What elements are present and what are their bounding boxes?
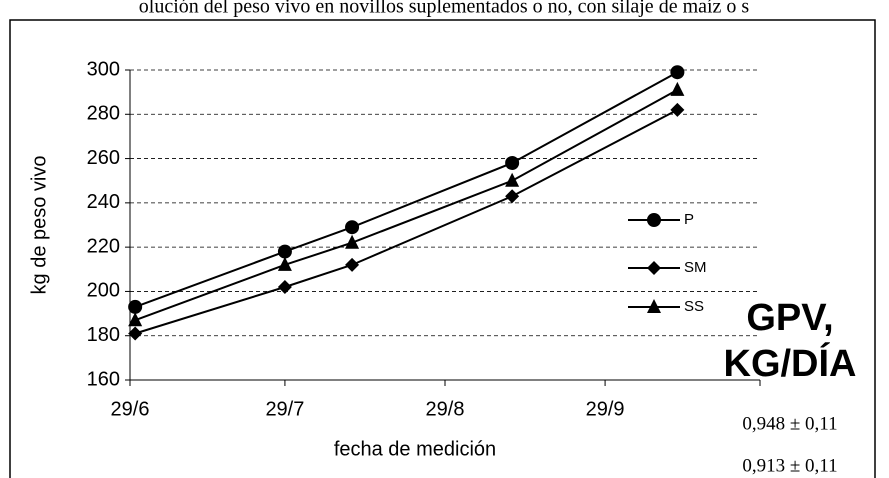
side-title: GPV, bbox=[746, 297, 833, 339]
chart-border bbox=[9, 19, 876, 478]
y-tick-label: 280 bbox=[87, 103, 120, 125]
legend-marker bbox=[647, 299, 661, 313]
marker bbox=[505, 189, 520, 204]
marker bbox=[277, 244, 292, 259]
x-tick-label: 29/6 bbox=[111, 398, 150, 420]
legend-label: SM bbox=[684, 259, 707, 276]
side-value: 0,913 ± 0,11 bbox=[742, 455, 837, 476]
marker bbox=[505, 172, 520, 187]
marker bbox=[345, 220, 360, 235]
marker bbox=[128, 299, 143, 314]
side-value: 0,948 ± 0,11 bbox=[742, 413, 837, 434]
marker bbox=[670, 81, 685, 96]
marker bbox=[128, 326, 143, 341]
legend-label: SS bbox=[684, 298, 704, 315]
marker bbox=[128, 312, 143, 327]
y-tick-label: 240 bbox=[87, 191, 120, 213]
marker bbox=[670, 102, 685, 117]
x-tick-label: 29/8 bbox=[426, 398, 465, 420]
x-tick-label: 29/9 bbox=[586, 398, 625, 420]
side-title: KG/DÍA bbox=[724, 341, 857, 385]
legend-marker bbox=[647, 261, 661, 275]
marker bbox=[670, 65, 685, 80]
series-line bbox=[134, 71, 678, 308]
legend-label: P bbox=[684, 211, 694, 228]
marker bbox=[277, 280, 292, 294]
marker bbox=[277, 256, 292, 271]
y-tick-label: 160 bbox=[87, 368, 120, 390]
y-tick-label: 220 bbox=[87, 235, 120, 257]
marker bbox=[345, 234, 360, 249]
y-tick-label: 260 bbox=[87, 147, 120, 169]
marker bbox=[345, 257, 360, 272]
legend-marker bbox=[647, 213, 661, 227]
y-axis-label: kg de peso vivo bbox=[28, 156, 50, 295]
marker bbox=[505, 156, 520, 170]
x-axis-label: fecha de medición bbox=[334, 438, 496, 460]
x-tick-label: 29/7 bbox=[265, 398, 304, 420]
y-tick-label: 200 bbox=[87, 280, 120, 302]
chart-title: olución del peso vivo en novillos suplem… bbox=[139, 0, 750, 18]
y-tick-label: 300 bbox=[87, 58, 120, 80]
y-tick-label: 180 bbox=[87, 324, 120, 346]
